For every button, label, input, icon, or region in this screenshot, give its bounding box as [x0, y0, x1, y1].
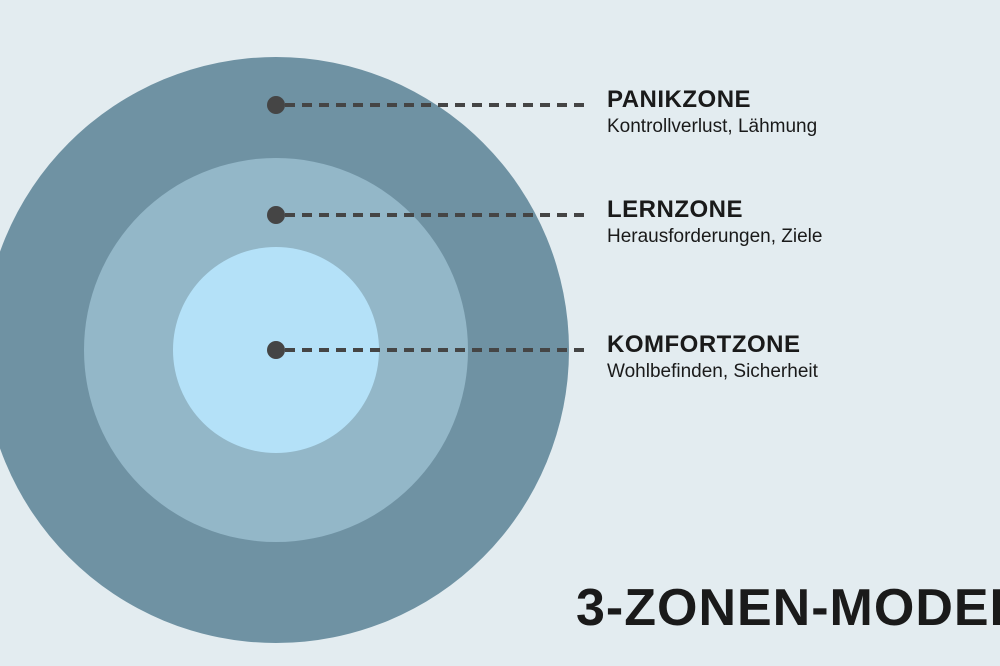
- main-title: 3-ZONEN-MODELL: [576, 578, 1000, 638]
- leader-line-komfort: [285, 348, 586, 352]
- label-block-lern: LERNZONE Herausforderungen, Ziele: [607, 196, 822, 248]
- label-sub-komfort: Wohlbefinden, Sicherheit: [607, 361, 818, 383]
- leader-line-panik: [285, 103, 586, 107]
- leader-line-lern: [285, 213, 586, 217]
- label-block-panik: PANIKZONE Kontrollverlust, Lähmung: [607, 86, 817, 138]
- label-title-komfort: KOMFORTZONE: [607, 331, 818, 359]
- label-block-komfort: KOMFORTZONE Wohlbefinden, Sicherheit: [607, 331, 818, 383]
- diagram-stage: PANIKZONE Kontrollverlust, Lähmung LERNZ…: [0, 0, 1000, 666]
- label-title-panik: PANIKZONE: [607, 86, 817, 114]
- leader-dot-panik: [267, 96, 285, 114]
- leader-dot-lern: [267, 206, 285, 224]
- label-sub-lern: Herausforderungen, Ziele: [607, 226, 822, 248]
- label-title-lern: LERNZONE: [607, 196, 822, 224]
- label-sub-panik: Kontrollverlust, Lähmung: [607, 116, 817, 138]
- leader-dot-komfort: [267, 341, 285, 359]
